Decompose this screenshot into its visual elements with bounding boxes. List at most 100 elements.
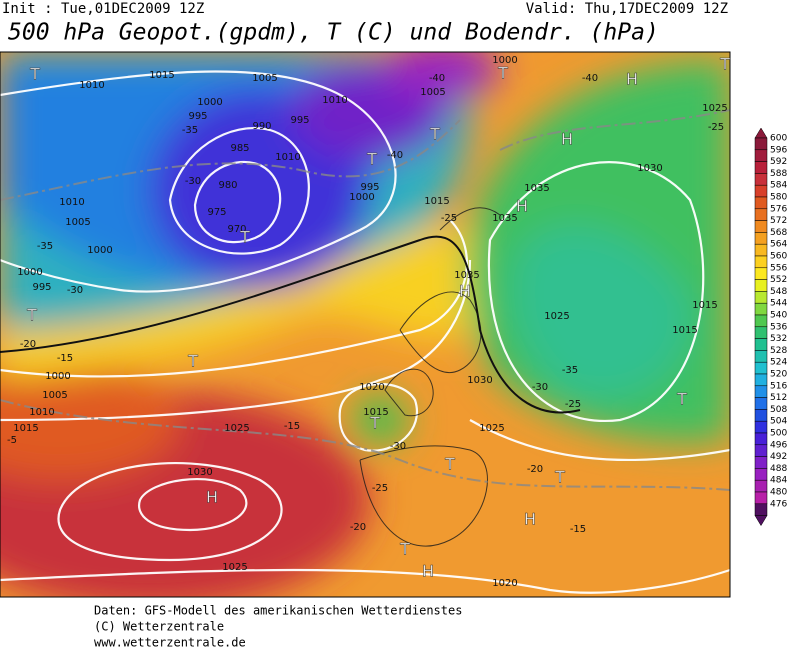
contour-label: -30 (67, 285, 83, 296)
pressure-center: T (444, 455, 455, 474)
contour-label: -40 (387, 150, 403, 161)
pressure-center: T (29, 65, 40, 84)
contour-label: -30 (532, 382, 548, 393)
colorbar-label: 520 (770, 370, 787, 380)
colorbar-box (754, 173, 768, 186)
contour-label: 995 (188, 111, 207, 122)
contour-label: -35 (562, 365, 578, 376)
colorbar-box (754, 361, 768, 375)
colorbar-label: 568 (770, 228, 787, 238)
colorbar-label: 584 (770, 181, 787, 191)
contour-label: 995 (32, 282, 51, 293)
pressure-center: H (459, 282, 471, 301)
colorbar-label: 476 (770, 499, 787, 509)
contour-label: 1030 (467, 375, 492, 386)
colorbar-label: 580 (770, 193, 787, 203)
colorbar-box (754, 373, 768, 387)
colorbar-label: 552 (770, 275, 787, 285)
contour-label: 1025 (222, 562, 247, 573)
contour-label: -25 (441, 213, 457, 224)
contour-label: 1025 (702, 103, 727, 114)
colorbar-label: 500 (770, 429, 787, 439)
colorbar-box (754, 350, 768, 363)
colorbar-box (754, 491, 768, 505)
footer-copyright: (C) Wetterzentrale (94, 620, 224, 634)
contour-label: -15 (284, 421, 300, 432)
contour-label: -40 (429, 73, 445, 84)
pressure-center: T (554, 468, 565, 487)
colorbar-label: 536 (770, 322, 787, 332)
pressure-center: T (26, 306, 37, 325)
contour-label: 1005 (42, 390, 67, 401)
colorbar-box (754, 232, 768, 245)
colorbar-box (754, 149, 768, 162)
contour-label: 1030 (637, 163, 662, 174)
contour-label: 1000 (45, 371, 70, 382)
colorbar-box (754, 267, 768, 280)
colorbar-box (754, 338, 768, 351)
colorbar-label: 544 (770, 299, 787, 309)
contour-label: 995 (360, 182, 379, 193)
pressure-center: H (561, 130, 573, 149)
contour-label: 1025 (224, 423, 249, 434)
contour-label: 1010 (79, 80, 104, 91)
contour-label: 1035 (454, 270, 479, 281)
contour-label: 1005 (65, 217, 90, 228)
contour-label: -35 (182, 125, 198, 136)
contour-label: 1025 (544, 311, 569, 322)
contour-label: 1020 (492, 578, 517, 589)
colorbar-label: 516 (770, 381, 787, 391)
contour-label: -25 (372, 483, 388, 494)
colorbar-label: 556 (770, 263, 787, 273)
colorbar-box (754, 208, 768, 221)
contour-label: 1005 (420, 87, 445, 98)
footer-url: www.wetterzentrale.de (94, 636, 246, 648)
colorbar-box (754, 279, 768, 292)
pressure-center: T (399, 540, 410, 559)
colorbar-bottom-arrow (754, 515, 768, 527)
colorbar-box (754, 255, 768, 269)
colorbar-label: 564 (770, 240, 787, 250)
colorbar-label: 588 (770, 169, 787, 179)
colorbar-box (754, 432, 768, 446)
contour-label: 1015 (672, 325, 697, 336)
contour-label: -5 (7, 435, 17, 446)
contour-label: 980 (218, 180, 237, 191)
contour-label: 1030 (187, 467, 212, 478)
colorbar-box (754, 243, 768, 257)
colorbar-box (754, 397, 768, 410)
colorbar-label: 592 (770, 157, 787, 167)
colorbar-label: 560 (770, 252, 787, 262)
colorbar-box (754, 314, 768, 328)
colorbar-label: 504 (770, 417, 787, 427)
contour-label: 985 (230, 143, 249, 154)
contour-label: 1010 (59, 197, 84, 208)
colorbar-box (754, 220, 768, 233)
pressure-center: H (524, 510, 536, 529)
contour-label: -20 (350, 522, 366, 533)
colorbar-box (754, 409, 768, 422)
valid-time: Valid: Thu,17DEC2009 12Z (526, 1, 728, 17)
colorbar-top-arrow (754, 127, 768, 139)
colorbar-box (754, 291, 768, 304)
pressure-center: H (422, 562, 434, 581)
contour-label: 1000 (492, 55, 517, 66)
colorbar-label: 532 (770, 334, 787, 344)
contour-label: -20 (20, 339, 36, 350)
colorbar-label: 600 (770, 134, 787, 144)
colorbar-box (754, 444, 768, 457)
pressure-center: T (369, 414, 380, 433)
contour-label: 1035 (492, 213, 517, 224)
colorbar-label: 496 (770, 440, 787, 450)
pressure-center: T (429, 125, 440, 144)
pressure-center: T (676, 390, 687, 409)
pressure-center: T (366, 150, 377, 169)
contour-label: 1015 (149, 70, 174, 81)
contour-label: 1010 (322, 95, 347, 106)
pressure-center: T (719, 55, 730, 74)
contour-label: 1015 (13, 423, 38, 434)
pressure-center: T (239, 228, 250, 247)
